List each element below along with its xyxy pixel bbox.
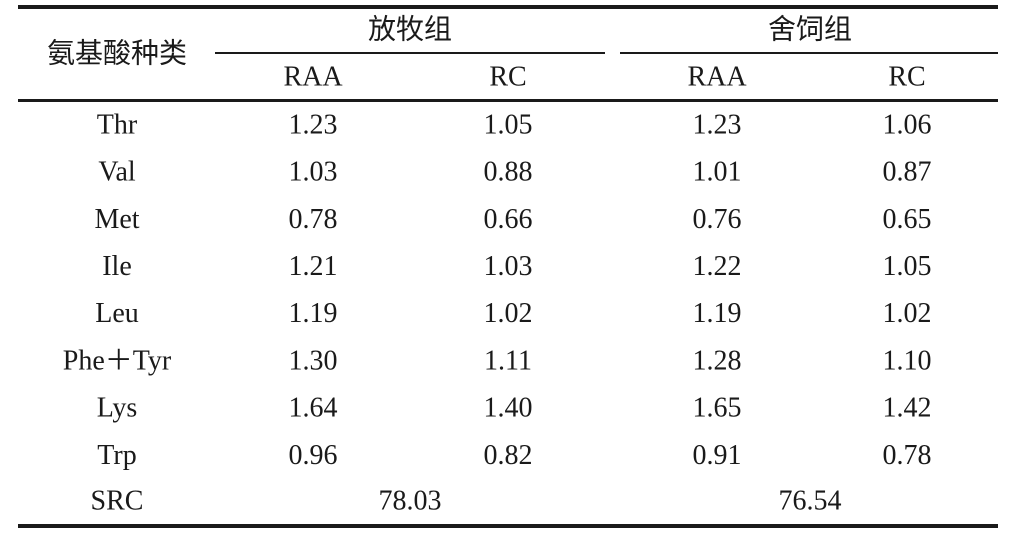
row-label: Thr	[97, 109, 138, 140]
cell: 0.87	[883, 157, 932, 188]
cell: 1.64	[289, 393, 338, 424]
row-label: Trp	[97, 440, 136, 471]
row-label-header: 氨基酸种类	[47, 37, 187, 69]
cell: 1.10	[883, 345, 932, 376]
cell: 1.19	[289, 298, 338, 329]
cell: 1.03	[289, 157, 338, 188]
cell: 0.65	[883, 204, 932, 235]
group-rule	[620, 52, 998, 54]
row-label: Phe＋Tyr	[63, 345, 172, 376]
row-label: Lys	[97, 393, 137, 424]
cell: 76.54	[779, 485, 842, 516]
cell: 1.23	[693, 109, 742, 140]
cell: 1.11	[484, 345, 532, 376]
subheader: RAA	[687, 61, 747, 92]
top-rule	[18, 5, 998, 9]
row-label: SRC	[91, 485, 144, 516]
cell: 78.03	[379, 485, 442, 516]
row-label: Ile	[102, 251, 132, 282]
cell: 0.78	[883, 440, 932, 471]
row-label: Leu	[95, 298, 139, 329]
bottom-rule	[18, 524, 998, 528]
row-label: Val	[98, 157, 136, 188]
cell: 1.02	[883, 298, 932, 329]
group-header: 放牧组	[368, 13, 452, 45]
cell: 0.78	[289, 204, 338, 235]
cell: 1.03	[484, 251, 533, 282]
cell: 1.23	[289, 109, 338, 140]
group-rule	[215, 52, 605, 54]
cell: 1.65	[693, 393, 742, 424]
cell: 1.40	[484, 393, 533, 424]
cell: 0.82	[484, 440, 533, 471]
cell: 1.02	[484, 298, 533, 329]
cell: 1.28	[693, 345, 742, 376]
cell: 1.05	[883, 251, 932, 282]
cell: 1.21	[289, 251, 338, 282]
cell: 1.22	[693, 251, 742, 282]
cell: 1.01	[693, 157, 742, 188]
cell: 1.19	[693, 298, 742, 329]
subheader: RC	[489, 61, 526, 92]
group-header: 舍饲组	[768, 13, 852, 45]
cell: 0.88	[484, 157, 533, 188]
subheader: RC	[888, 61, 925, 92]
cell: 0.66	[484, 204, 533, 235]
cell: 1.05	[484, 109, 533, 140]
row-label: Met	[94, 204, 139, 235]
subheader: RAA	[283, 61, 343, 92]
cell: 1.06	[883, 109, 932, 140]
cell: 0.91	[693, 440, 742, 471]
cell: 1.30	[289, 345, 338, 376]
cell: 1.42	[883, 393, 932, 424]
cell: 0.76	[693, 204, 742, 235]
cell: 0.96	[289, 440, 338, 471]
header-rule	[18, 99, 998, 102]
